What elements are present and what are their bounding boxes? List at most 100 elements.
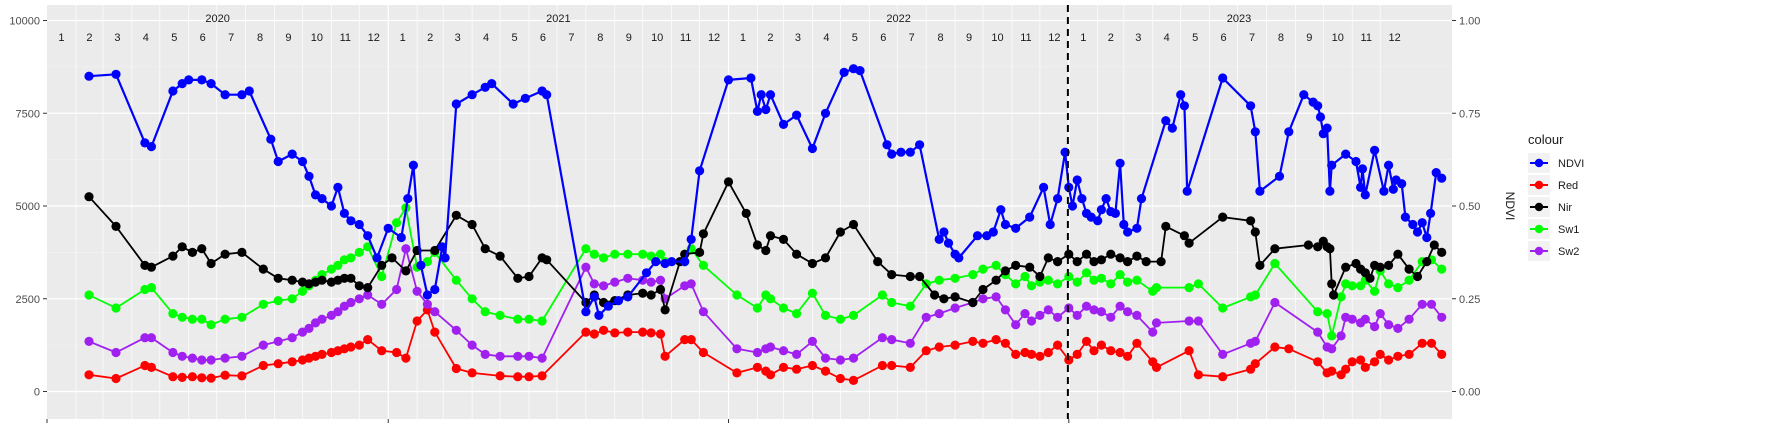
data-point-ndvi bbox=[896, 147, 906, 157]
data-point-nir bbox=[495, 251, 505, 261]
data-point-red bbox=[599, 325, 609, 335]
data-point-sw1 bbox=[197, 314, 207, 324]
data-point-sw2 bbox=[807, 336, 818, 346]
data-point-ndvi bbox=[855, 66, 865, 76]
data-point-sw1 bbox=[287, 294, 297, 304]
data-point-sw1 bbox=[848, 310, 859, 320]
data-point-sw2 bbox=[1115, 301, 1125, 311]
data-point-sw1 bbox=[495, 310, 505, 320]
right-tick-label: 1.00 bbox=[1459, 16, 1480, 28]
data-point-sw1 bbox=[1043, 275, 1053, 285]
data-point-nir bbox=[655, 284, 666, 295]
data-point-red bbox=[1072, 349, 1082, 359]
data-point-sw1 bbox=[655, 249, 666, 259]
data-point-red bbox=[1043, 347, 1053, 358]
data-point-sw2 bbox=[1250, 336, 1260, 346]
data-point-nir bbox=[206, 258, 216, 269]
data-point-ndvi bbox=[84, 71, 94, 81]
month-label: 6 bbox=[1221, 32, 1227, 44]
data-point-sw1 bbox=[206, 320, 216, 330]
data-point-red bbox=[1347, 357, 1357, 367]
data-point-nir bbox=[387, 253, 397, 263]
data-point-ndvi bbox=[581, 307, 591, 317]
data-point-nir bbox=[430, 245, 440, 256]
data-point-ndvi bbox=[680, 257, 690, 267]
data-point-red bbox=[698, 347, 709, 358]
data-point-ndvi bbox=[487, 79, 497, 89]
data-point-red bbox=[1151, 362, 1162, 372]
data-point-ndvi bbox=[326, 201, 336, 211]
data-point-red bbox=[1089, 346, 1099, 356]
month-label: 12 bbox=[1048, 32, 1060, 44]
data-point-nir bbox=[1393, 249, 1403, 259]
data-point-red bbox=[346, 342, 356, 352]
data-point-red bbox=[168, 372, 178, 382]
data-point-ndvi bbox=[1110, 208, 1120, 218]
data-point-red bbox=[1081, 336, 1092, 346]
data-point-nir bbox=[1255, 260, 1265, 270]
right-tick-label: 0.50 bbox=[1459, 201, 1480, 213]
data-point-nir bbox=[905, 271, 915, 282]
data-point-sw2 bbox=[1106, 312, 1116, 322]
data-point-red bbox=[978, 338, 988, 348]
data-point-red bbox=[146, 362, 156, 372]
data-point-sw2 bbox=[1437, 312, 1447, 322]
data-point-red bbox=[1096, 340, 1106, 350]
data-point-sw1 bbox=[752, 303, 763, 313]
data-point-nir bbox=[1035, 271, 1045, 282]
data-point-sw1 bbox=[168, 309, 178, 319]
data-point-sw2 bbox=[354, 294, 364, 304]
data-point-ndvi bbox=[1284, 127, 1294, 137]
month-label: 10 bbox=[1332, 32, 1344, 44]
data-point-ndvi bbox=[1313, 101, 1323, 111]
data-point-sw1 bbox=[1437, 264, 1447, 274]
data-point-sw2 bbox=[140, 333, 150, 343]
data-point-nir bbox=[792, 249, 802, 259]
data-point-sw2 bbox=[991, 292, 1001, 302]
month-label: 5 bbox=[171, 32, 177, 44]
data-point-ndvi bbox=[467, 90, 477, 100]
data-point-sw1 bbox=[1132, 275, 1142, 285]
data-point-sw1 bbox=[333, 260, 343, 270]
data-point-nir bbox=[1123, 257, 1133, 267]
data-point-sw1 bbox=[1096, 273, 1106, 283]
data-point-ndvi bbox=[1136, 194, 1147, 204]
data-point-ndvi bbox=[403, 194, 413, 204]
data-point-red bbox=[1000, 338, 1011, 348]
data-point-nir bbox=[1096, 255, 1106, 265]
data-point-sw2 bbox=[333, 307, 343, 317]
data-point-sw2 bbox=[1148, 327, 1158, 337]
legend-label: NDVI bbox=[1558, 158, 1584, 170]
data-point-ndvi bbox=[1379, 186, 1389, 196]
legend-label: Sw2 bbox=[1558, 246, 1579, 258]
data-point-ndvi bbox=[1315, 112, 1326, 122]
data-point-sw2 bbox=[752, 347, 763, 358]
data-point-sw2 bbox=[1081, 301, 1092, 311]
data-point-sw1 bbox=[1184, 283, 1194, 293]
legend-label: Red bbox=[1558, 180, 1578, 192]
data-point-sw2 bbox=[1370, 322, 1380, 332]
data-point-ndvi bbox=[1325, 186, 1335, 196]
data-point-ndvi bbox=[651, 257, 661, 267]
data-point-ndvi bbox=[882, 140, 892, 150]
data-point-red bbox=[1132, 338, 1142, 348]
data-point-nir bbox=[513, 273, 523, 283]
data-point-ndvi bbox=[915, 140, 925, 150]
data-point-ndvi bbox=[1000, 219, 1011, 230]
data-point-red bbox=[412, 316, 422, 326]
data-point-sw1 bbox=[1336, 292, 1346, 302]
data-point-nir bbox=[146, 262, 156, 272]
data-point-red bbox=[273, 359, 283, 369]
data-point-red bbox=[1370, 357, 1380, 367]
data-point-sw1 bbox=[835, 314, 846, 324]
month-label: 3 bbox=[795, 32, 801, 44]
left-tick-label: 2500 bbox=[16, 294, 40, 306]
month-label: 11 bbox=[340, 32, 351, 44]
data-point-sw1 bbox=[1384, 279, 1394, 289]
data-point-ndvi bbox=[1417, 218, 1427, 228]
data-point-sw2 bbox=[1020, 309, 1030, 319]
data-point-sw2 bbox=[950, 303, 960, 313]
year-label: 2021 bbox=[546, 13, 570, 25]
data-point-nir bbox=[1089, 257, 1099, 267]
data-point-nir bbox=[1250, 227, 1260, 237]
